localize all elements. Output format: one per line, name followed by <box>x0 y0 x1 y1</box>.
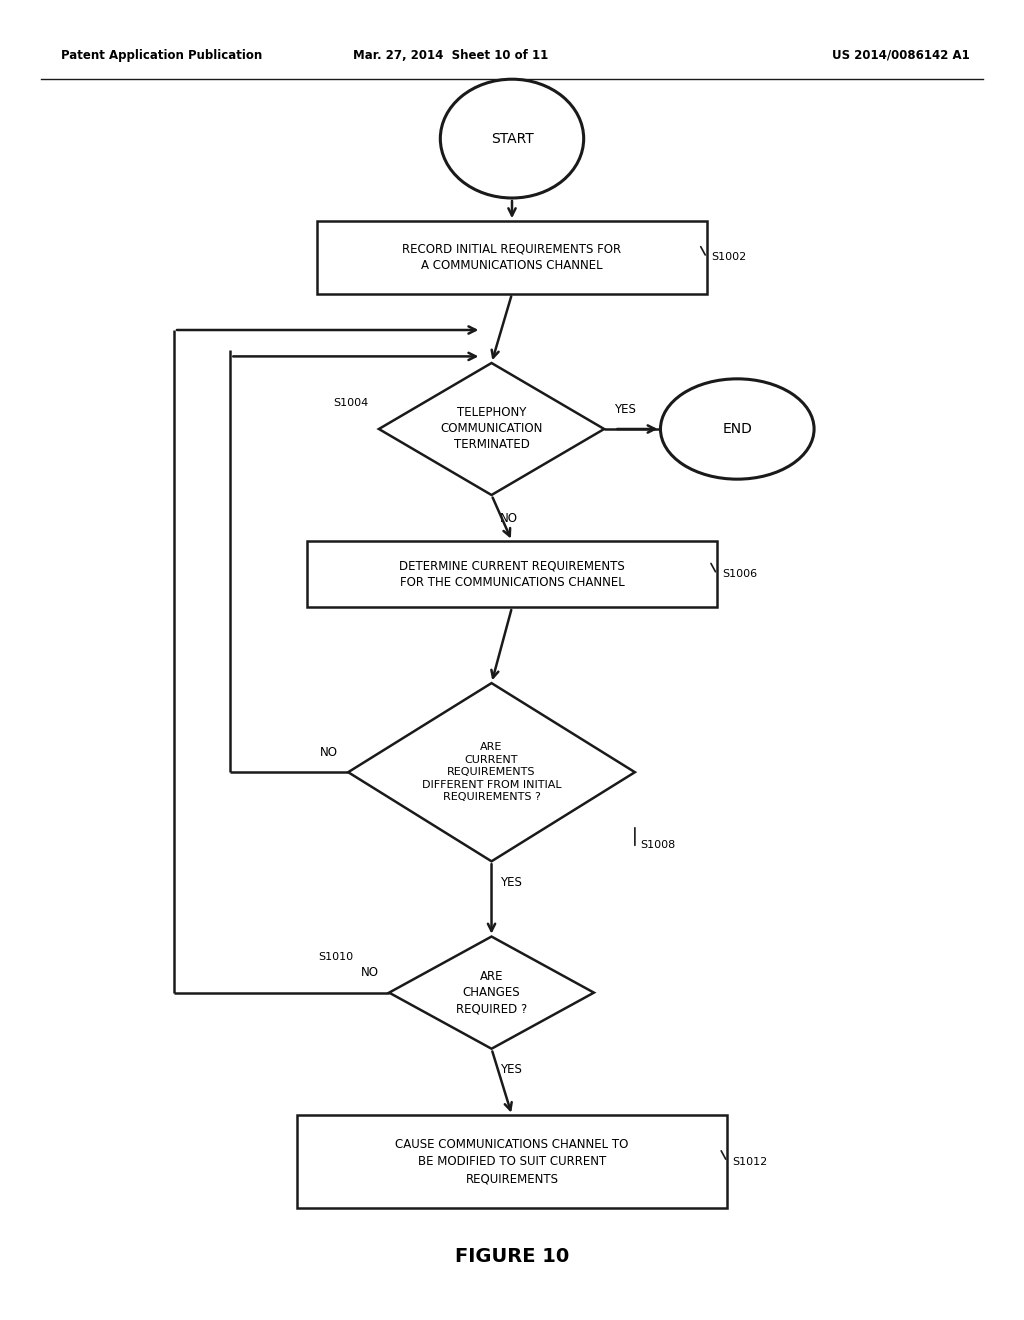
Text: NO: NO <box>319 746 338 759</box>
Text: YES: YES <box>614 403 636 416</box>
Polygon shape <box>379 363 604 495</box>
Text: US 2014/0086142 A1: US 2014/0086142 A1 <box>833 49 970 62</box>
Text: Patent Application Publication: Patent Application Publication <box>61 49 263 62</box>
Polygon shape <box>389 937 594 1048</box>
Text: START: START <box>490 132 534 145</box>
Text: FIGURE 10: FIGURE 10 <box>455 1247 569 1266</box>
Text: YES: YES <box>500 876 521 888</box>
Text: S1004: S1004 <box>333 397 368 408</box>
Text: S1006: S1006 <box>722 569 757 579</box>
Text: END: END <box>722 422 753 436</box>
Text: ARE
CURRENT
REQUIREMENTS
DIFFERENT FROM INITIAL
REQUIREMENTS ?: ARE CURRENT REQUIREMENTS DIFFERENT FROM … <box>422 742 561 803</box>
Bar <box>317 220 707 293</box>
Text: TELEPHONY
COMMUNICATION
TERMINATED: TELEPHONY COMMUNICATION TERMINATED <box>440 407 543 451</box>
Text: S1012: S1012 <box>732 1156 767 1167</box>
Text: DETERMINE CURRENT REQUIREMENTS
FOR THE COMMUNICATIONS CHANNEL: DETERMINE CURRENT REQUIREMENTS FOR THE C… <box>399 560 625 589</box>
Text: NO: NO <box>360 966 379 979</box>
Text: S1008: S1008 <box>640 840 675 850</box>
Ellipse shape <box>440 79 584 198</box>
Ellipse shape <box>660 379 814 479</box>
Bar <box>297 1115 727 1208</box>
Bar <box>307 541 717 607</box>
Text: S1010: S1010 <box>318 952 353 962</box>
Text: Mar. 27, 2014  Sheet 10 of 11: Mar. 27, 2014 Sheet 10 of 11 <box>353 49 548 62</box>
Text: S1002: S1002 <box>712 252 746 263</box>
Text: CAUSE COMMUNICATIONS CHANNEL TO
BE MODIFIED TO SUIT CURRENT
REQUIREMENTS: CAUSE COMMUNICATIONS CHANNEL TO BE MODIF… <box>395 1138 629 1185</box>
Text: YES: YES <box>500 1064 521 1076</box>
Text: ARE
CHANGES
REQUIRED ?: ARE CHANGES REQUIRED ? <box>456 970 527 1015</box>
Polygon shape <box>348 684 635 862</box>
Text: RECORD INITIAL REQUIREMENTS FOR
A COMMUNICATIONS CHANNEL: RECORD INITIAL REQUIREMENTS FOR A COMMUN… <box>402 243 622 272</box>
Text: NO: NO <box>500 512 518 525</box>
